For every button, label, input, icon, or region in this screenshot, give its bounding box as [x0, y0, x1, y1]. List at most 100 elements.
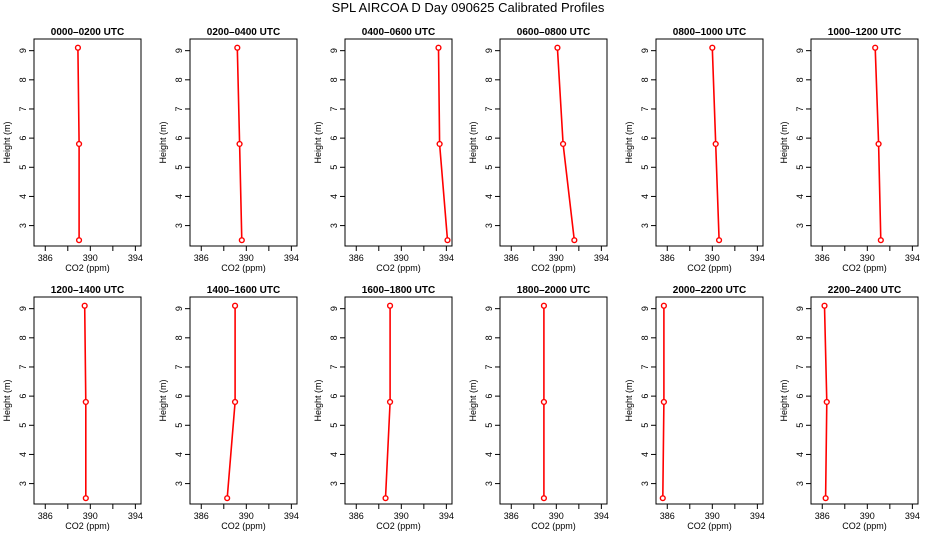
- data-point: [712, 140, 719, 148]
- x-axis-label: CO2 (ppm): [65, 521, 110, 531]
- y-tick-label: 6: [329, 136, 339, 141]
- y-axis-label: Height (m): [468, 379, 478, 421]
- x-axis-label: CO2 (ppm): [531, 521, 576, 531]
- x-tick-label: 394: [594, 511, 609, 521]
- panel-11: 2000–2200 UTC 386 390 394 CO2 (ppm) 3 4 5 6 7 8 9 He…: [624, 285, 765, 531]
- data-point: [540, 398, 548, 406]
- y-tick-label: 7: [795, 106, 805, 111]
- y-tick-label: 3: [640, 481, 650, 486]
- data-point: [559, 140, 567, 148]
- data-point: [74, 44, 82, 51]
- y-tick-label: 4: [329, 452, 339, 457]
- x-tick-label: 390: [549, 253, 564, 263]
- y-tick-label: 8: [484, 335, 494, 340]
- x-tick-label: 390: [83, 253, 98, 263]
- y-tick-label: 8: [174, 335, 184, 340]
- x-tick-label: 394: [439, 253, 454, 263]
- x-tick-label: 394: [750, 253, 765, 263]
- x-tick-label: 390: [705, 511, 720, 521]
- x-tick-label: 390: [83, 511, 98, 521]
- y-tick-label: 3: [484, 481, 494, 486]
- y-tick-label: 4: [484, 452, 494, 457]
- y-tick-label: 6: [640, 136, 650, 141]
- y-axis-label: Height (m): [158, 379, 168, 421]
- y-tick-label: 5: [174, 165, 184, 170]
- y-tick-label: 4: [795, 452, 805, 457]
- data-point: [234, 44, 241, 51]
- data-point: [231, 398, 239, 406]
- y-tick-label: 5: [484, 165, 494, 170]
- data-point: [75, 140, 83, 148]
- y-tick-label: 9: [174, 48, 184, 53]
- y-tick-label: 9: [640, 306, 650, 311]
- panel-8: 1400–1600 UTC 386 390 394 CO2 (ppm) 3 4 5 6 7 8 9 He…: [158, 285, 299, 531]
- plot-frame: [655, 296, 764, 505]
- x-tick-label: 390: [394, 511, 409, 521]
- x-axis-label: CO2 (ppm): [65, 263, 110, 273]
- plot-frame: [189, 38, 298, 247]
- data-point: [821, 302, 828, 309]
- y-axis-label: Height (m): [158, 121, 168, 163]
- data-point: [82, 398, 89, 406]
- y-tick-label: 5: [18, 423, 28, 428]
- panel-7: 1200–1400 UTC 386 390 394 CO2 (ppm) 3 4 5 6 7 8 9 He…: [2, 285, 143, 531]
- x-tick-label: 390: [860, 253, 875, 263]
- y-axis-label: Height (m): [468, 121, 478, 163]
- y-tick-label: 3: [329, 481, 339, 486]
- data-point: [877, 237, 884, 244]
- y-tick-label: 6: [329, 394, 339, 399]
- panel-title: 0400–0600 UTC: [362, 27, 435, 38]
- y-tick-label: 5: [18, 165, 28, 170]
- y-tick-label: 8: [795, 77, 805, 82]
- x-tick-label: 394: [284, 253, 299, 263]
- y-tick-label: 5: [329, 423, 339, 428]
- plot-frame: [344, 38, 453, 247]
- panel-title: 2000–2200 UTC: [673, 285, 746, 296]
- y-axis-label: Height (m): [2, 121, 12, 163]
- y-tick-label: 7: [640, 364, 650, 369]
- y-tick-label: 9: [484, 48, 494, 53]
- y-tick-label: 7: [174, 364, 184, 369]
- y-tick-label: 5: [174, 423, 184, 428]
- data-point: [660, 398, 667, 406]
- y-tick-label: 9: [18, 48, 28, 53]
- panel-title: 1800–2000 UTC: [517, 285, 590, 296]
- x-tick-label: 394: [284, 511, 299, 521]
- data-point: [82, 495, 89, 502]
- y-tick-label: 7: [329, 106, 339, 111]
- y-tick-label: 8: [640, 77, 650, 82]
- y-tick-label: 5: [795, 423, 805, 428]
- x-tick-label: 390: [705, 253, 720, 263]
- y-tick-label: 6: [18, 136, 28, 141]
- y-tick-label: 9: [18, 306, 28, 311]
- x-tick-label: 386: [660, 511, 675, 521]
- y-tick-label: 4: [18, 452, 28, 457]
- data-point: [660, 302, 667, 309]
- data-point: [540, 495, 548, 502]
- panel-1: 0000–0200 UTC 386 390 394 CO2 (ppm) 3 4 5 6 7 8 9 He…: [2, 27, 143, 273]
- x-tick-label: 394: [128, 253, 143, 263]
- panel-title: 2200–2400 UTC: [828, 285, 901, 296]
- x-tick-label: 394: [905, 253, 920, 263]
- y-tick-label: 9: [329, 48, 339, 53]
- y-tick-label: 7: [18, 364, 28, 369]
- y-tick-label: 4: [484, 194, 494, 199]
- y-tick-label: 8: [18, 77, 28, 82]
- x-tick-label: 390: [394, 253, 409, 263]
- x-tick-label: 394: [128, 511, 143, 521]
- y-tick-label: 6: [484, 394, 494, 399]
- panel-6: 1000–1200 UTC 386 390 394 CO2 (ppm) 3 4 5 6 7 8 9 He…: [779, 27, 920, 273]
- y-tick-label: 6: [174, 136, 184, 141]
- y-tick-label: 7: [795, 364, 805, 369]
- data-point: [822, 495, 829, 502]
- panel-5: 0800–1000 UTC 386 390 394 CO2 (ppm) 3 4 5 6 7 8 9 He…: [624, 27, 765, 273]
- panel-9: 1600–1800 UTC 386 390 394 CO2 (ppm) 3 4 5 6 7 8 9 He…: [313, 285, 454, 531]
- plot-frame: [33, 38, 142, 247]
- y-tick-label: 8: [484, 77, 494, 82]
- x-tick-label: 394: [594, 253, 609, 263]
- x-tick-label: 390: [860, 511, 875, 521]
- y-tick-label: 9: [640, 48, 650, 53]
- data-point: [875, 140, 882, 148]
- y-axis-label: Height (m): [624, 121, 634, 163]
- y-tick-label: 6: [484, 136, 494, 141]
